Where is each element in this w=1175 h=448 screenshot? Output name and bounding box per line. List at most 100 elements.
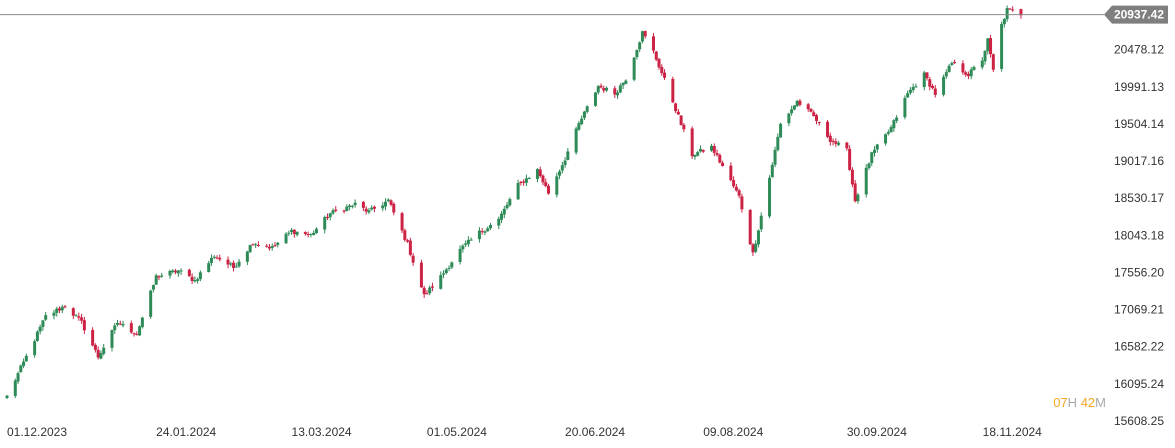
candle-body — [643, 31, 647, 37]
candle-body — [986, 38, 990, 52]
candle-body — [331, 210, 335, 214]
candle-body — [232, 262, 236, 268]
candle-body — [13, 380, 17, 396]
candle-body — [715, 153, 719, 155]
candle-body — [734, 186, 738, 191]
candle-body — [256, 244, 260, 246]
candle-body — [508, 199, 512, 206]
candle-body — [174, 270, 178, 273]
candle-body — [439, 275, 443, 289]
y-tick-label: 18530.17 — [1114, 191, 1164, 205]
candle-body — [770, 164, 774, 178]
candle-body — [911, 87, 915, 91]
candle-body — [450, 262, 454, 268]
x-tick-label: 30.09.2024 — [847, 425, 907, 439]
candle-body — [845, 142, 849, 149]
candle-body — [461, 245, 465, 250]
candle-body — [212, 256, 216, 258]
candle-body — [925, 72, 929, 79]
candle-body — [102, 347, 106, 354]
candle-body — [314, 228, 318, 234]
candle-body — [828, 135, 832, 142]
candle-body — [57, 308, 61, 311]
candle-body — [696, 152, 700, 156]
candle-body — [814, 115, 818, 121]
candle-body — [798, 100, 802, 105]
candle-body — [138, 326, 142, 336]
candle-body — [580, 118, 584, 125]
candle-body — [348, 205, 352, 207]
candle-body — [892, 120, 896, 129]
candle-body — [850, 169, 854, 185]
candle-body — [837, 142, 841, 145]
candle-body — [914, 86, 918, 88]
candle-body — [82, 320, 86, 331]
candle-body — [325, 216, 329, 219]
candle-body — [24, 355, 28, 362]
candle-body — [292, 229, 296, 235]
candle-body — [806, 104, 810, 110]
candle-body — [933, 88, 937, 95]
candle-body — [654, 51, 658, 60]
candle-body — [873, 149, 877, 153]
candle-body — [651, 36, 655, 51]
candle-body — [466, 239, 470, 245]
candle-body — [582, 111, 586, 118]
candle-body — [16, 373, 20, 382]
candle-body — [74, 315, 78, 317]
candle-body — [547, 185, 551, 194]
y-tick-label: 19991.13 — [1114, 80, 1164, 94]
candle-body — [632, 57, 636, 80]
candle-body — [251, 244, 255, 246]
candle-body — [1008, 8, 1012, 10]
y-tick-label: 17556.20 — [1114, 265, 1164, 279]
candle-body — [171, 270, 175, 273]
candle-body — [160, 275, 164, 277]
candle-body — [33, 341, 37, 356]
candle-body — [209, 257, 213, 263]
candle-body — [690, 128, 694, 157]
candle-body — [884, 134, 888, 144]
candle-body — [93, 344, 97, 350]
candle-body — [52, 312, 56, 316]
candle-body — [676, 111, 680, 115]
candle-body — [671, 78, 675, 103]
candle-body — [848, 148, 852, 170]
candle-body — [605, 87, 609, 91]
candle-body — [469, 239, 473, 241]
candle-body — [732, 180, 736, 187]
candle-body — [516, 182, 520, 200]
candle-body — [110, 330, 114, 348]
candle-body — [966, 73, 970, 77]
candle-body — [698, 148, 702, 152]
candle-body — [1002, 19, 1006, 25]
countdown-minutes-unit: M — [1095, 395, 1106, 410]
candle-body — [679, 115, 683, 125]
candle-body — [574, 128, 578, 153]
candle-body — [276, 242, 280, 245]
candle-body — [381, 205, 385, 209]
x-tick-label: 13.03.2024 — [292, 425, 352, 439]
candle-body — [306, 234, 310, 236]
candle-body — [779, 123, 783, 138]
candle-body — [748, 209, 752, 245]
candle-body — [44, 315, 48, 320]
candle-body — [759, 215, 763, 230]
candle-body — [179, 270, 183, 272]
candle-body — [190, 276, 194, 281]
candle-body — [867, 163, 871, 169]
candle-body — [983, 50, 987, 62]
candle-body — [729, 165, 733, 181]
candle-body — [870, 152, 874, 164]
candle-body — [710, 145, 714, 151]
candle-body — [942, 76, 946, 95]
candle-body — [635, 49, 639, 58]
candle-body — [864, 167, 868, 195]
countdown-hours: 07 — [1053, 395, 1068, 410]
candle-body — [616, 92, 620, 96]
candle-body — [776, 136, 780, 151]
candle-body — [116, 322, 120, 325]
candle-body — [237, 261, 241, 267]
